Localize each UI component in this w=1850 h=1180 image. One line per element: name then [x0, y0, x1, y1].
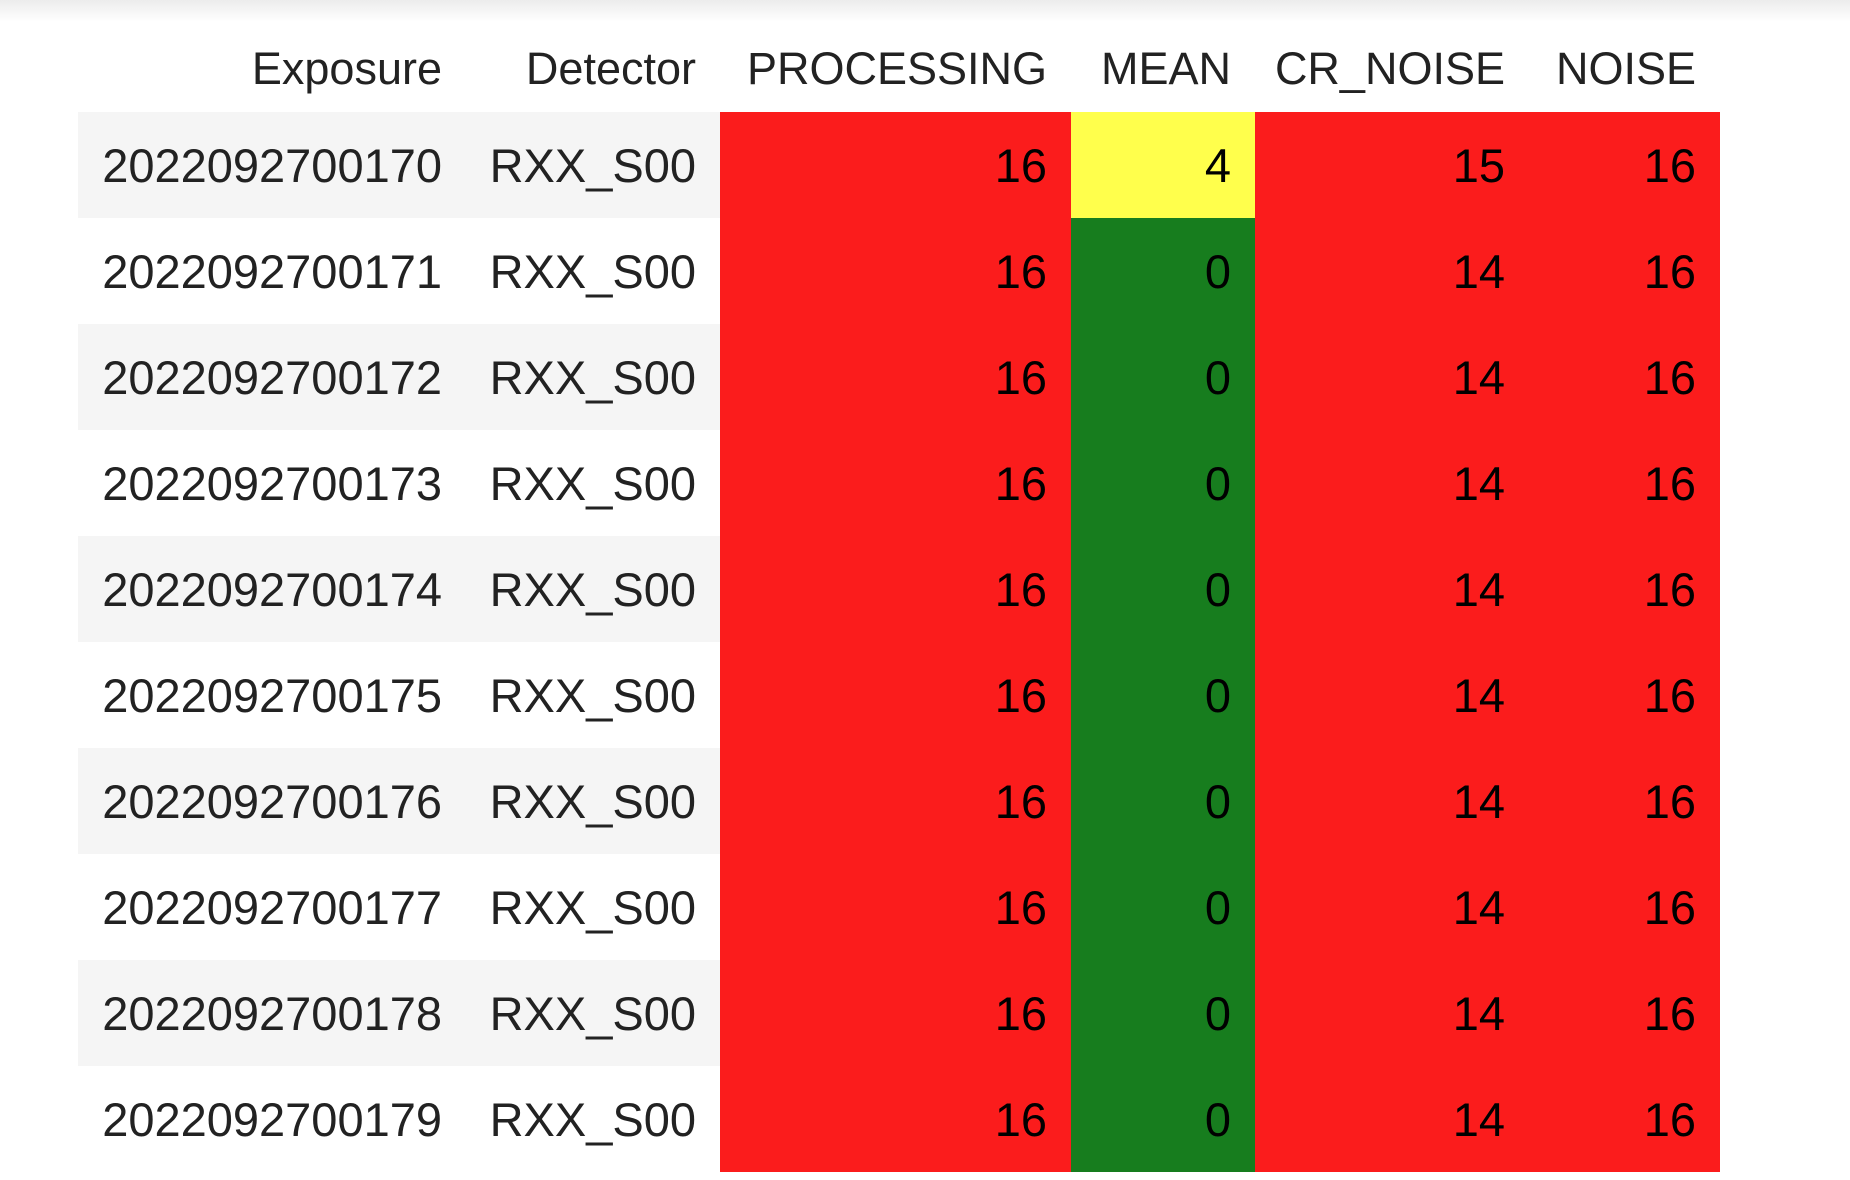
exposure-cell: 2022092700175: [102, 668, 442, 722]
mean-cell: 0: [1071, 960, 1255, 1066]
cr-noise-cell: 14: [1255, 430, 1529, 536]
results-table: Exposure Detector PROCESSING MEAN CR_NOISE NO…: [78, 26, 1720, 1172]
detector-cell: RXX_S00: [489, 456, 696, 510]
noise-cell: 16: [1529, 854, 1720, 960]
header-row: Exposure Detector PROCESSING MEAN CR_NOISE NO…: [78, 26, 1720, 112]
table-row: 2022092700172 RXX_S00 16 0 14 16: [78, 324, 1720, 430]
mean-cell: 0: [1071, 218, 1255, 324]
detector-cell: RXX_S00: [489, 244, 696, 298]
noise-cell: 16: [1529, 748, 1720, 854]
table-row: 2022092700173 RXX_S00 16 0 14 16: [78, 430, 1720, 536]
detector-cell: RXX_S00: [489, 1092, 696, 1146]
exposure-cell: 2022092700177: [102, 880, 442, 934]
cr-noise-cell: 14: [1255, 536, 1529, 642]
exposure-cell: 2022092700171: [102, 244, 442, 298]
table-row: 2022092700171 RXX_S00 16 0 14 16: [78, 218, 1720, 324]
cr-noise-cell: 14: [1255, 854, 1529, 960]
exposure-cell: 2022092700173: [102, 456, 442, 510]
noise-cell: 16: [1529, 960, 1720, 1066]
processing-cell: 16: [720, 960, 1071, 1066]
mean-cell: 4: [1071, 112, 1255, 218]
mean-cell: 0: [1071, 1066, 1255, 1172]
cr-noise-cell: 14: [1255, 748, 1529, 854]
table-row: 2022092700178 RXX_S00 16 0 14 16: [78, 960, 1720, 1066]
processing-cell: 16: [720, 748, 1071, 854]
exposure-cell: 2022092700170: [78, 112, 466, 218]
column-header-detector[interactable]: Detector: [525, 43, 696, 94]
mean-cell: 0: [1071, 536, 1255, 642]
mean-cell: 0: [1071, 642, 1255, 748]
exposure-cell: 2022092700172: [78, 324, 466, 430]
detector-cell: RXX_S00: [466, 960, 720, 1066]
column-header-exposure[interactable]: Exposure: [251, 43, 442, 94]
cr-noise-cell: 14: [1255, 960, 1529, 1066]
table-row: 2022092700179 RXX_S00 16 0 14 16: [78, 1066, 1720, 1172]
noise-cell: 16: [1529, 430, 1720, 536]
exposure-cell: 2022092700178: [78, 960, 466, 1066]
mean-cell: 0: [1071, 748, 1255, 854]
mean-cell: 0: [1071, 324, 1255, 430]
mean-cell: 0: [1071, 854, 1255, 960]
detector-cell: RXX_S00: [466, 748, 720, 854]
top-shadow: [0, 0, 1850, 22]
cr-noise-cell: 14: [1255, 324, 1529, 430]
column-header-noise[interactable]: NOISE: [1555, 43, 1696, 94]
noise-cell: 16: [1529, 536, 1720, 642]
exposure-cell: 2022092700176: [78, 748, 466, 854]
table-row: 2022092700170 RXX_S00 16 4 15 16: [78, 112, 1720, 218]
detector-cell: RXX_S00: [489, 668, 696, 722]
table-row: 2022092700175 RXX_S00 16 0 14 16: [78, 642, 1720, 748]
detector-cell: RXX_S00: [466, 536, 720, 642]
processing-cell: 16: [720, 112, 1071, 218]
noise-cell: 16: [1529, 642, 1720, 748]
noise-cell: 16: [1529, 112, 1720, 218]
table-row: 2022092700176 RXX_S00 16 0 14 16: [78, 748, 1720, 854]
cr-noise-cell: 14: [1255, 642, 1529, 748]
processing-cell: 16: [720, 430, 1071, 536]
cr-noise-cell: 14: [1255, 1066, 1529, 1172]
detector-cell: RXX_S00: [489, 880, 696, 934]
processing-cell: 16: [720, 1066, 1071, 1172]
detector-cell: RXX_S00: [466, 112, 720, 218]
exposure-cell: 2022092700174: [78, 536, 466, 642]
cr-noise-cell: 15: [1255, 112, 1529, 218]
detector-cell: RXX_S00: [466, 324, 720, 430]
column-header-cr_noise[interactable]: CR_NOISE: [1274, 43, 1505, 94]
column-header-mean[interactable]: MEAN: [1100, 43, 1231, 94]
processing-cell: 16: [720, 324, 1071, 430]
processing-cell: 16: [720, 536, 1071, 642]
noise-cell: 16: [1529, 1066, 1720, 1172]
table-row: 2022092700177 RXX_S00 16 0 14 16: [78, 854, 1720, 960]
exposure-cell: 2022092700179: [102, 1092, 442, 1146]
noise-cell: 16: [1529, 218, 1720, 324]
cr-noise-cell: 14: [1255, 218, 1529, 324]
column-header-processing[interactable]: PROCESSING: [746, 43, 1047, 94]
table-row: 2022092700174 RXX_S00 16 0 14 16: [78, 536, 1720, 642]
processing-cell: 16: [720, 642, 1071, 748]
noise-cell: 16: [1529, 324, 1720, 430]
processing-cell: 16: [720, 218, 1071, 324]
processing-cell: 16: [720, 854, 1071, 960]
mean-cell: 0: [1071, 430, 1255, 536]
